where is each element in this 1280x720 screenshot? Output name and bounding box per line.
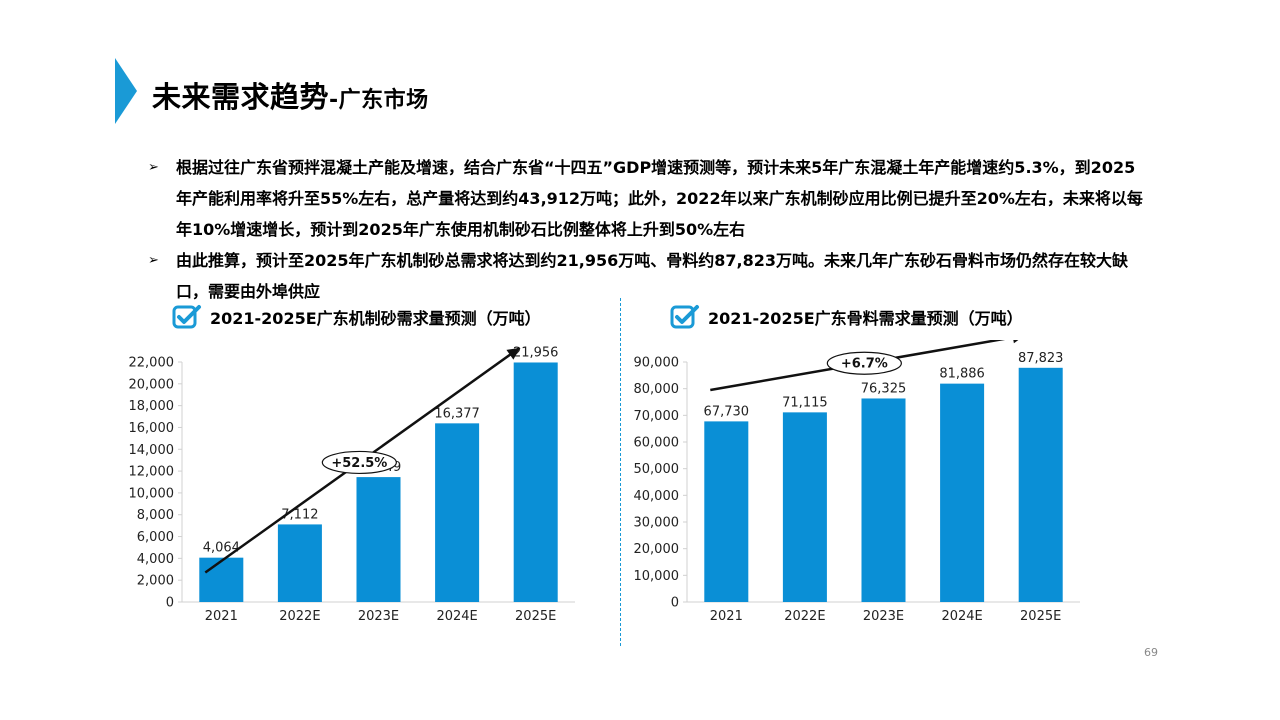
checkbox-check-icon	[670, 305, 699, 329]
bullet-text: 根据过往广东省预拌混凝土产能及增速，结合广东省“十四五”GDP增速预测等，预计未…	[176, 158, 1143, 239]
x-tick-label: 2021	[710, 609, 743, 624]
y-tick-label: 80,000	[634, 382, 680, 397]
bar-2021	[704, 421, 749, 602]
bar-2023E	[356, 477, 401, 602]
chart-divider	[620, 298, 621, 646]
y-tick-label: 20,000	[634, 542, 680, 557]
y-tick-label: 20,000	[129, 377, 175, 392]
growth-rate-label: +52.5%	[331, 456, 387, 471]
y-tick-label: 30,000	[634, 516, 680, 531]
growth-rate-badge	[321, 450, 397, 475]
x-tick-label: 2024E	[941, 609, 982, 624]
y-tick-label: 10,000	[129, 486, 175, 501]
data-label: 16,377	[434, 406, 480, 421]
bar-2024E	[435, 423, 480, 602]
chart-title-text: 2021-2025E广东骨料需求量预测（万吨）	[708, 309, 1023, 328]
x-tick-label: 2024E	[436, 609, 477, 624]
bullet-item: ➢ 根据过往广东省预拌混凝土产能及增速，结合广东省“十四五”GDP增速预测等，预…	[148, 152, 1148, 245]
bullet-item: ➢ 由此推算，预计至2025年广东机制砂总需求将达到约21,956万吨、骨料约8…	[148, 245, 1148, 307]
bar-2022E	[277, 524, 322, 602]
y-tick-label: 0	[166, 596, 174, 611]
growth-rate-label: +6.7%	[841, 357, 888, 372]
data-label: 76,325	[861, 381, 907, 396]
bar-2022E	[782, 412, 827, 602]
data-label: 21,956	[513, 345, 559, 360]
y-tick-label: 0	[671, 596, 679, 611]
data-label: 67,730	[704, 404, 750, 419]
y-tick-label: 12,000	[129, 465, 175, 480]
bar-2021	[199, 557, 244, 602]
page-title: 未来需求趋势-广东市场	[152, 74, 429, 116]
y-tick-label: 18,000	[129, 399, 175, 414]
y-tick-label: 90,000	[634, 356, 680, 371]
bar-2025E	[513, 362, 558, 602]
growth-rate-badge	[826, 351, 902, 375]
y-tick-label: 16,000	[129, 421, 175, 436]
arrow-right-icon: ➢	[148, 160, 159, 175]
chart-title-sand: 2021-2025E广东机制砂需求量预测（万吨）	[172, 304, 541, 330]
data-label: 4,064	[203, 541, 240, 556]
y-tick-label: 14,000	[129, 443, 175, 458]
checkbox-check-icon	[172, 305, 201, 329]
trend-arrow-head	[1013, 340, 1019, 344]
x-tick-label: 2023E	[358, 609, 399, 624]
x-tick-label: 2025E	[1020, 609, 1061, 624]
bar-2024E	[940, 383, 985, 602]
x-tick-label: 2022E	[279, 609, 320, 624]
arrow-right-icon: ➢	[148, 253, 159, 268]
y-tick-label: 22,000	[129, 356, 175, 371]
y-tick-label: 60,000	[634, 436, 680, 451]
x-tick-label: 2025E	[515, 609, 556, 624]
x-tick-label: 2021	[205, 609, 238, 624]
chart-title-aggregate: 2021-2025E广东骨料需求量预测（万吨）	[670, 304, 1023, 330]
x-tick-label: 2022E	[784, 609, 825, 624]
y-tick-label: 40,000	[634, 489, 680, 504]
y-tick-label: 70,000	[634, 409, 680, 424]
x-tick-label: 2023E	[863, 609, 904, 624]
data-label: 87,823	[1018, 351, 1063, 366]
page-number: 69	[1144, 646, 1158, 659]
y-tick-label: 4,000	[137, 552, 174, 567]
trend-arrow-head	[506, 347, 520, 360]
chart-title-text: 2021-2025E广东机制砂需求量预测（万吨）	[210, 309, 541, 328]
title-marker	[115, 58, 137, 124]
y-tick-label: 50,000	[634, 462, 680, 477]
page-title-main: 未来需求趋势	[152, 80, 330, 114]
bar-2023E	[861, 398, 906, 602]
bullet-text: 由此推算，预计至2025年广东机制砂总需求将达到约21,956万吨、骨料约87,…	[176, 251, 1129, 301]
bullet-list: ➢ 根据过往广东省预拌混凝土产能及增速，结合广东省“十四五”GDP增速预测等，预…	[148, 152, 1148, 307]
data-label: 81,886	[939, 367, 985, 382]
aggregate-demand-bar-chart: 0 10,000 20,000 30,000 40,000 50,000 60,000 70,…	[634, 340, 1080, 624]
y-tick-label: 6,000	[137, 530, 174, 545]
bar-2025E	[1018, 367, 1063, 602]
data-label: 71,115	[782, 395, 828, 410]
y-tick-label: 8,000	[137, 508, 174, 523]
y-tick-label: 10,000	[634, 569, 680, 584]
page-subtitle: -广东市场	[329, 88, 429, 113]
y-tick-label: 2,000	[137, 574, 174, 589]
sand-demand-bar-chart: 0 2,000 4,000 6,000 8,000 10,000 12,000 14,000 1…	[129, 345, 575, 624]
